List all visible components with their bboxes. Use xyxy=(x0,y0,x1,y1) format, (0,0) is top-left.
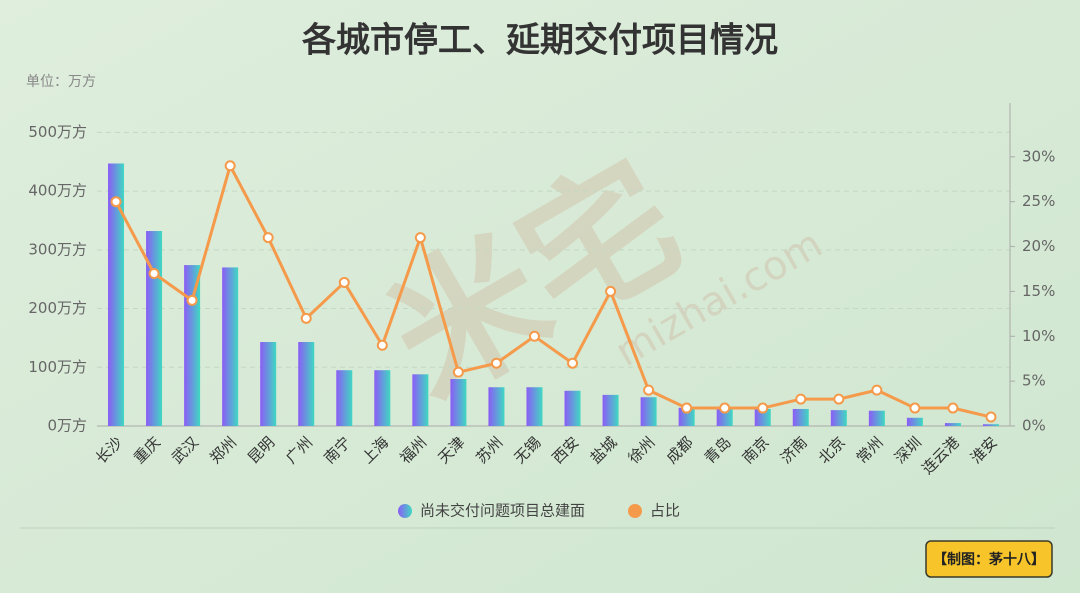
y2-tick-label: 20% xyxy=(1022,237,1055,255)
point xyxy=(871,384,883,396)
bar xyxy=(602,394,619,426)
chart-title: 各城市停工、延期交付项目情况 xyxy=(302,21,778,61)
point xyxy=(833,393,845,405)
point xyxy=(224,160,236,172)
bar xyxy=(526,387,543,426)
bar xyxy=(792,408,809,426)
point xyxy=(148,267,160,279)
bar xyxy=(336,370,353,426)
y2-tick-label: 30% xyxy=(1022,147,1055,165)
point xyxy=(985,411,997,423)
y2-tick-label: 0% xyxy=(1022,417,1046,435)
y-tick-label: 500万方 xyxy=(28,123,87,141)
bar xyxy=(944,423,961,426)
bar xyxy=(868,410,885,426)
bar xyxy=(412,374,429,426)
bar xyxy=(640,397,657,426)
line xyxy=(114,161,992,419)
point xyxy=(681,402,693,414)
bar xyxy=(906,417,923,426)
point xyxy=(528,330,540,342)
point xyxy=(605,285,617,297)
point xyxy=(452,366,464,378)
point xyxy=(947,402,959,414)
legend-marker xyxy=(628,504,642,518)
point xyxy=(567,357,579,369)
y-tick-label: 0万方 xyxy=(47,417,87,435)
unit-label: 单位：万方 xyxy=(26,74,96,90)
point xyxy=(757,402,769,414)
point xyxy=(186,294,198,306)
y-tick-label: 400万方 xyxy=(28,182,87,200)
y-tick-label: 200万方 xyxy=(28,299,87,317)
bar xyxy=(298,342,315,426)
point xyxy=(909,402,921,414)
point xyxy=(643,384,655,396)
legend-label: 占比 xyxy=(650,502,680,520)
y-tick-label: 300万方 xyxy=(28,240,87,258)
bar xyxy=(678,407,695,426)
y2-tick-label: 5% xyxy=(1022,372,1046,390)
credit-badge xyxy=(925,540,1053,578)
y2-tick-label: 10% xyxy=(1022,327,1055,345)
point xyxy=(490,357,502,369)
point xyxy=(376,339,388,351)
legend-label: 尚未交付问题项目总建面 xyxy=(420,502,585,520)
bar xyxy=(260,342,277,426)
bar xyxy=(564,390,581,426)
bar xyxy=(754,408,771,426)
bar xyxy=(830,410,847,426)
point xyxy=(300,312,312,324)
credit: 【制图：茅十八】 xyxy=(933,551,1045,568)
bar xyxy=(716,408,733,426)
point xyxy=(262,232,274,244)
bar xyxy=(374,370,391,426)
bar xyxy=(982,424,999,426)
bar xyxy=(488,387,505,426)
y-tick-label: 100万方 xyxy=(28,358,87,376)
bar xyxy=(184,265,201,426)
bar xyxy=(222,267,239,426)
point xyxy=(719,402,731,414)
bar xyxy=(146,231,163,426)
legend-marker xyxy=(398,504,412,518)
y2-tick-label: 25% xyxy=(1022,192,1055,210)
bar xyxy=(108,163,125,427)
bar xyxy=(450,379,467,426)
point xyxy=(795,393,807,405)
point xyxy=(414,232,426,244)
point xyxy=(338,276,350,288)
point xyxy=(110,196,122,208)
y2-tick-label: 15% xyxy=(1022,282,1055,300)
